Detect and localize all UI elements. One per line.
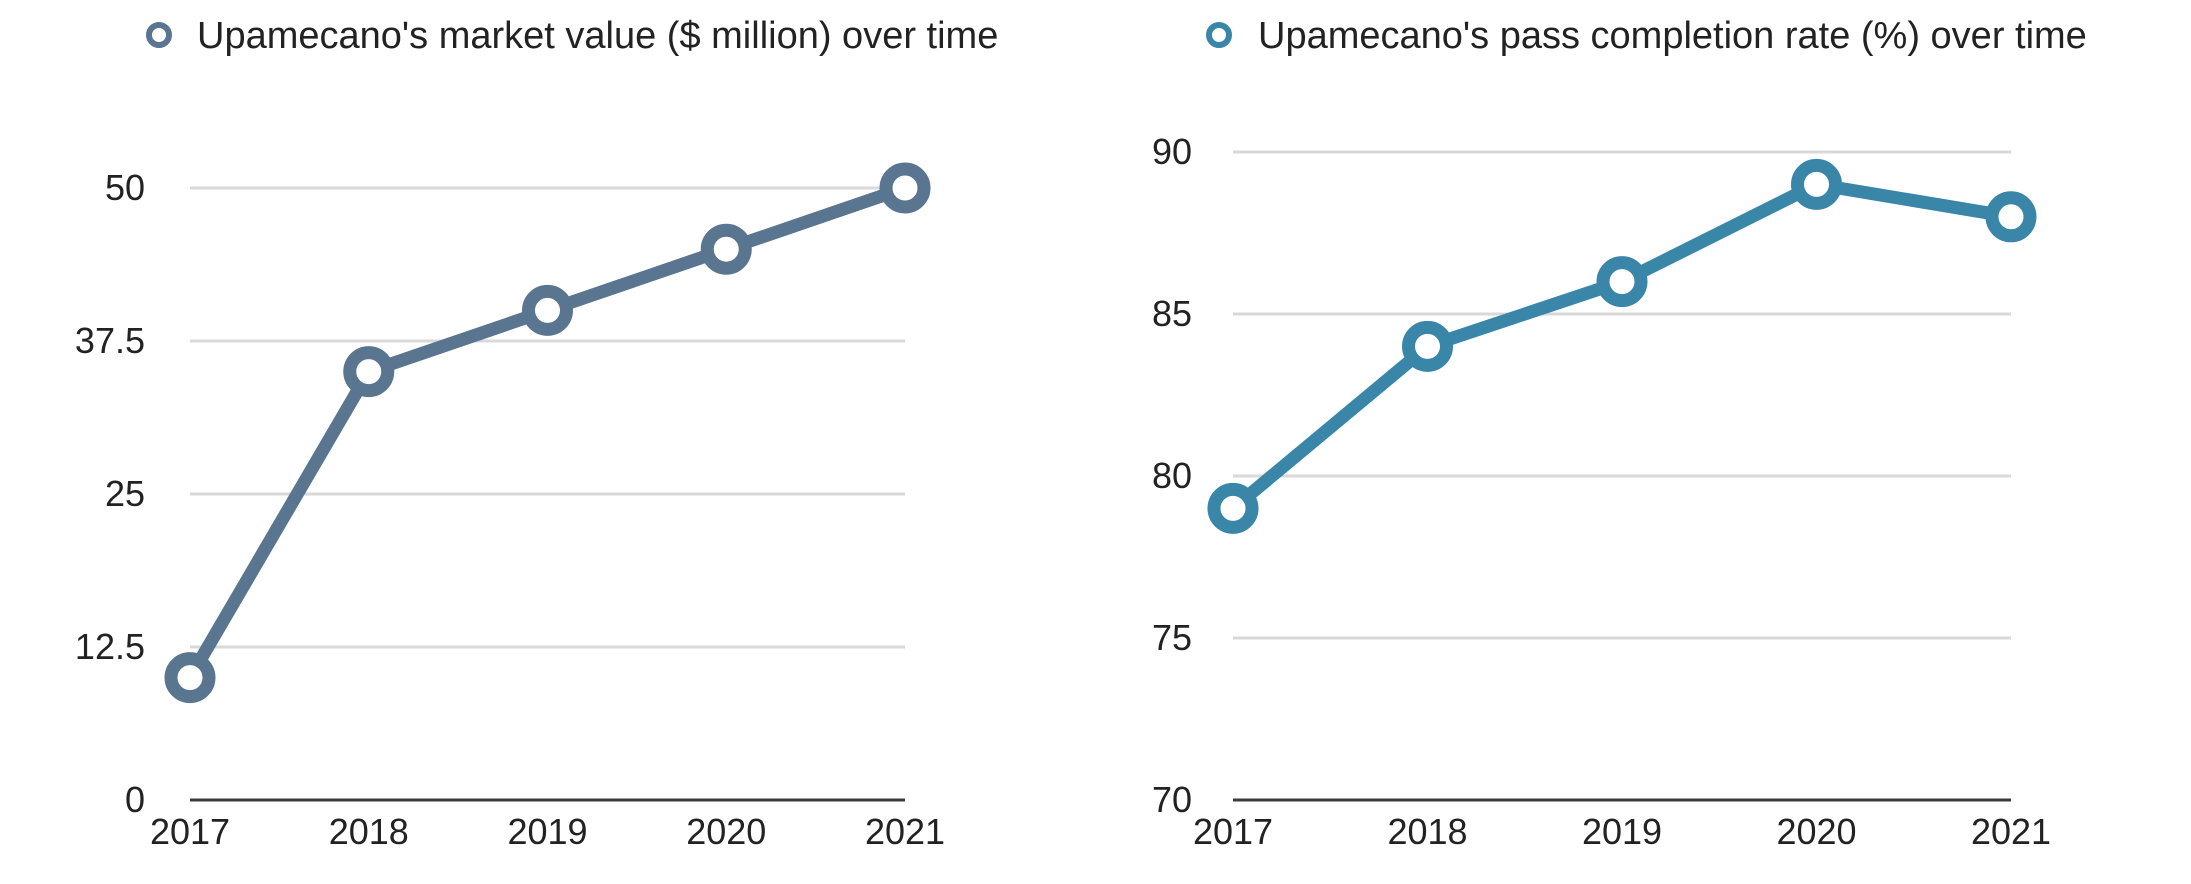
x-tick-label: 2018: [1387, 811, 1467, 852]
market-value-chart-svg: Upamecano's market value ($ million) ove…: [75, 15, 998, 852]
data-point: [343, 346, 395, 398]
x-tick-label: 2020: [686, 811, 766, 852]
legend: Upamecano's pass completion rate (%) ove…: [1206, 15, 2087, 57]
y-tick-label: 37.5: [75, 320, 145, 361]
series-line: [183, 181, 912, 685]
x-tick-label: 2021: [1971, 811, 2051, 852]
y-tick-label: 75: [1152, 617, 1192, 658]
data-point: [700, 223, 752, 275]
y-tick-label: 25: [105, 473, 145, 514]
data-point: [1207, 482, 1259, 534]
series: [164, 162, 931, 704]
data-point: [1596, 256, 1648, 308]
y-tick-label: 12.5: [75, 626, 145, 667]
legend-marker: [1206, 22, 1232, 48]
data-point: [522, 284, 573, 336]
x-tick-label: 2021: [865, 811, 945, 852]
y-tick-label: 80: [1152, 455, 1192, 496]
y-tick-label: 90: [1152, 131, 1192, 172]
pass-completion-chart: Upamecano's pass completion rate (%) ove…: [1095, 0, 2191, 884]
legend: Upamecano's market value ($ million) ove…: [146, 15, 998, 57]
x-tick-label: 2019: [1582, 811, 1662, 852]
y-tick-label: 0: [125, 779, 145, 820]
x-tick-label: 2019: [507, 811, 587, 852]
pass-completion-chart-svg: Upamecano's pass completion rate (%) ove…: [1152, 15, 2087, 852]
y-tick-label: 50: [105, 167, 145, 208]
data-point: [879, 162, 931, 214]
grid: [190, 186, 905, 649]
data-point: [164, 652, 216, 704]
x-tick-label: 2020: [1776, 811, 1856, 852]
axes: 0 12.5 25 37.5 50 2017 2018 2019 2020 2021: [75, 167, 945, 852]
data-point: [1985, 191, 2037, 243]
data-point: [1402, 320, 1453, 372]
series-line: [1226, 177, 2018, 515]
data-point: [1791, 158, 1842, 210]
x-tick-label: 2017: [1193, 811, 1273, 852]
x-tick-label: 2018: [329, 811, 409, 852]
legend-label: Upamecano's market value ($ million) ove…: [197, 15, 998, 57]
market-value-chart: Upamecano's market value ($ million) ove…: [0, 0, 1095, 884]
y-tick-label: 85: [1152, 293, 1192, 334]
legend-label: Upamecano's pass completion rate (%) ove…: [1258, 15, 2087, 57]
x-tick-label: 2017: [150, 811, 230, 852]
grid: [1233, 150, 2011, 640]
y-tick-label: 70: [1152, 779, 1192, 820]
axes: 70 75 80 85 90 2017 2018 2019 2020 2021: [1152, 131, 2051, 852]
legend-marker: [146, 22, 172, 48]
series: [1207, 158, 2037, 534]
